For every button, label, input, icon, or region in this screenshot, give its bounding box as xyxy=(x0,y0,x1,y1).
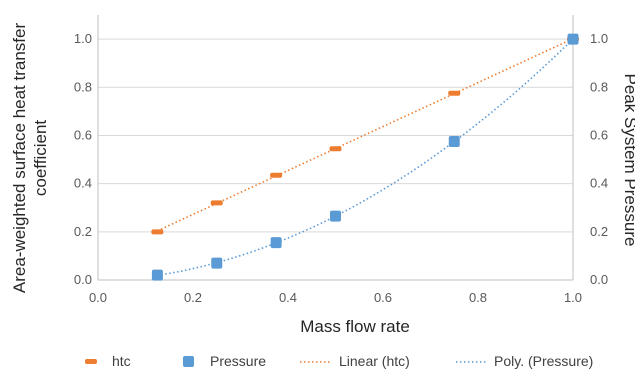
legend-marker-htc xyxy=(85,359,97,364)
trendline-linear-htc xyxy=(157,37,574,232)
pressure-point xyxy=(211,257,223,269)
y-right-tick-label: 0.4 xyxy=(590,176,608,191)
y-left-tick-labels: 0.0 0.2 0.4 0.6 0.8 1.0 xyxy=(74,31,92,287)
pressure-point xyxy=(567,33,579,45)
pressure-point xyxy=(151,269,163,281)
y-left-axis-title-line-2: coefficient xyxy=(31,120,50,197)
pressure-point xyxy=(448,135,460,147)
y-right-tick-label: 0.2 xyxy=(590,224,608,239)
y-right-tick-labels: 0.0 0.2 0.4 0.6 0.8 1.0 xyxy=(590,31,608,287)
x-tick-label: 0.0 xyxy=(89,290,107,305)
gridlines xyxy=(98,38,573,233)
htc-point xyxy=(270,172,283,178)
x-tick-label: 0.8 xyxy=(469,290,487,305)
y-right-axis-title: Peak System Pressure xyxy=(621,74,635,247)
axes xyxy=(97,15,574,281)
pressure-point xyxy=(330,210,341,222)
legend-marker-pressure xyxy=(183,356,194,367)
y-left-tick-label: 0.0 xyxy=(74,272,92,287)
y-right-tick-label: 0.0 xyxy=(590,272,608,287)
y-right-tick-label: 1.0 xyxy=(590,31,608,46)
htc-point xyxy=(151,229,164,235)
legend-item-pressure: Pressure xyxy=(183,353,266,369)
x-tick-label: 0.2 xyxy=(184,290,202,305)
pressure-point xyxy=(270,237,282,249)
x-tick-label: 0.4 xyxy=(279,290,297,305)
htc-point xyxy=(210,200,223,206)
y-right-tick-label: 0.6 xyxy=(590,127,608,142)
data-marks xyxy=(151,33,579,281)
legend-item-poly-pressure: Poly. (Pressure) xyxy=(456,353,593,369)
y-right-tick-label: 0.8 xyxy=(590,79,608,94)
y-left-axis-title-line-1: Area-weighted surface heat transfer xyxy=(10,23,29,294)
legend-item-linear-htc: Linear (htc) xyxy=(300,353,410,369)
trendlines xyxy=(157,37,574,277)
legend: htc Pressure Linear (htc) Poly. (Pressur… xyxy=(85,353,593,369)
legend-label-pressure: Pressure xyxy=(210,353,266,369)
legend-label-htc: htc xyxy=(112,353,131,369)
y-left-tick-label: 0.2 xyxy=(74,224,92,239)
y-left-tick-label: 0.4 xyxy=(74,176,92,191)
x-tick-label: 0.6 xyxy=(374,290,392,305)
x-axis-title: Mass flow rate xyxy=(300,317,410,336)
y-left-tick-label: 1.0 xyxy=(74,31,92,46)
legend-item-htc: htc xyxy=(85,353,131,369)
htc-point xyxy=(329,146,342,152)
legend-label-poly-pressure: Poly. (Pressure) xyxy=(494,353,593,369)
y-left-tick-label: 0.8 xyxy=(74,79,92,94)
htc-point xyxy=(448,90,461,96)
x-tick-labels: 0.0 0.2 0.4 0.6 0.8 1.0 xyxy=(89,290,582,305)
trendline-poly-pressure xyxy=(157,38,574,277)
x-tick-label: 1.0 xyxy=(564,290,582,305)
legend-label-linear-htc: Linear (htc) xyxy=(339,353,410,369)
y-left-tick-label: 0.6 xyxy=(74,127,92,142)
